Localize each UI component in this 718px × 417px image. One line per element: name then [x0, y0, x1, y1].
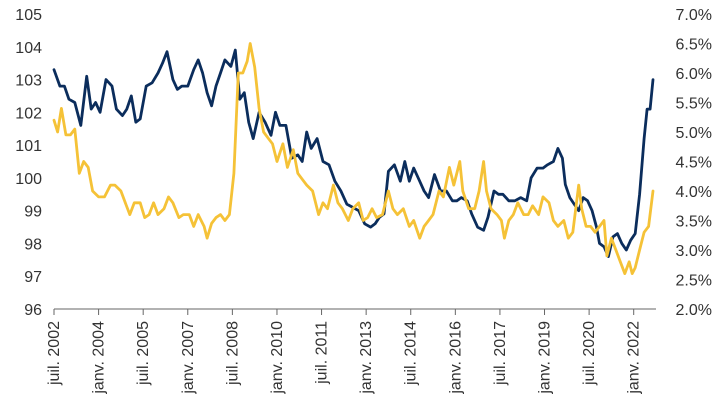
x-axis-ticks: juil. 2002 janv. 2004 juil. 2005 janv. 2007…: [46, 309, 643, 395]
x-axis-tick-label: janv. 2022: [626, 321, 643, 395]
right-axis-tick-label: 5.5%: [676, 96, 712, 113]
x-axis-tick-label: juil. 2005: [135, 321, 152, 386]
left-axis-tick-label: 105: [15, 7, 42, 24]
x-axis-tick-label: janv. 2013: [358, 321, 375, 395]
left-axis-tick-label: 99: [24, 204, 42, 221]
left-axis-tick-label: 102: [15, 105, 42, 122]
right-axis-tick-label: 2.5%: [676, 273, 712, 290]
left-axis-tick-label: 101: [15, 138, 42, 155]
series-line-left-axis: [52, 48, 655, 258]
x-axis-tick-label: janv. 2007: [180, 321, 197, 395]
left-axis-tick-label: 100: [15, 171, 42, 188]
x-axis-tick-label: juil. 2011: [314, 321, 331, 385]
left-axis-tick-label: 104: [15, 40, 42, 57]
left-axis-tick-label: 96: [24, 302, 42, 319]
right-axis-tick-label: 6.5%: [676, 37, 712, 54]
left-axis-tick-label: 103: [15, 73, 42, 90]
right-axis-tick-label: 6.0%: [676, 66, 712, 83]
x-axis-tick-label: janv. 2016: [447, 321, 464, 395]
right-axis-tick-label: 3.5%: [676, 214, 712, 231]
right-axis-tick-label: 7.0%: [676, 7, 712, 24]
series-lines: [52, 42, 655, 275]
right-axis-tick-label: 2.0%: [676, 302, 712, 319]
left-axis-tick-label: 98: [24, 236, 42, 253]
right-axis-tick-label: 4.0%: [676, 184, 712, 201]
series-line-right-axis: [52, 42, 655, 275]
x-axis-tick-label: juil. 2014: [403, 321, 420, 386]
right-axis-tick-label: 3.0%: [676, 243, 712, 260]
left-axis-tick-label: 97: [24, 269, 42, 286]
x-axis-tick-label: janv. 2010: [269, 321, 286, 395]
right-axis-tick-label: 5.0%: [676, 125, 712, 142]
left-axis-ticks: 96 97 98 99 100 101 102 103 104 105: [15, 7, 42, 319]
x-axis-tick-label: juil. 2020: [581, 321, 598, 386]
x-axis-tick-label: juil. 2008: [224, 321, 241, 386]
x-axis-tick-label: juil. 2002: [46, 321, 63, 386]
right-axis-tick-label: 4.5%: [676, 155, 712, 172]
x-axis-tick-label: juil. 2017: [492, 321, 509, 386]
x-axis-tick-label: janv. 2019: [537, 321, 554, 395]
right-axis-ticks: 2.0% 2.5% 3.0% 3.5% 4.0% 4.5% 5.0% 5.5% 6.0% 6.5%…: [676, 7, 712, 319]
x-axis-tick-label: janv. 2004: [91, 321, 108, 395]
